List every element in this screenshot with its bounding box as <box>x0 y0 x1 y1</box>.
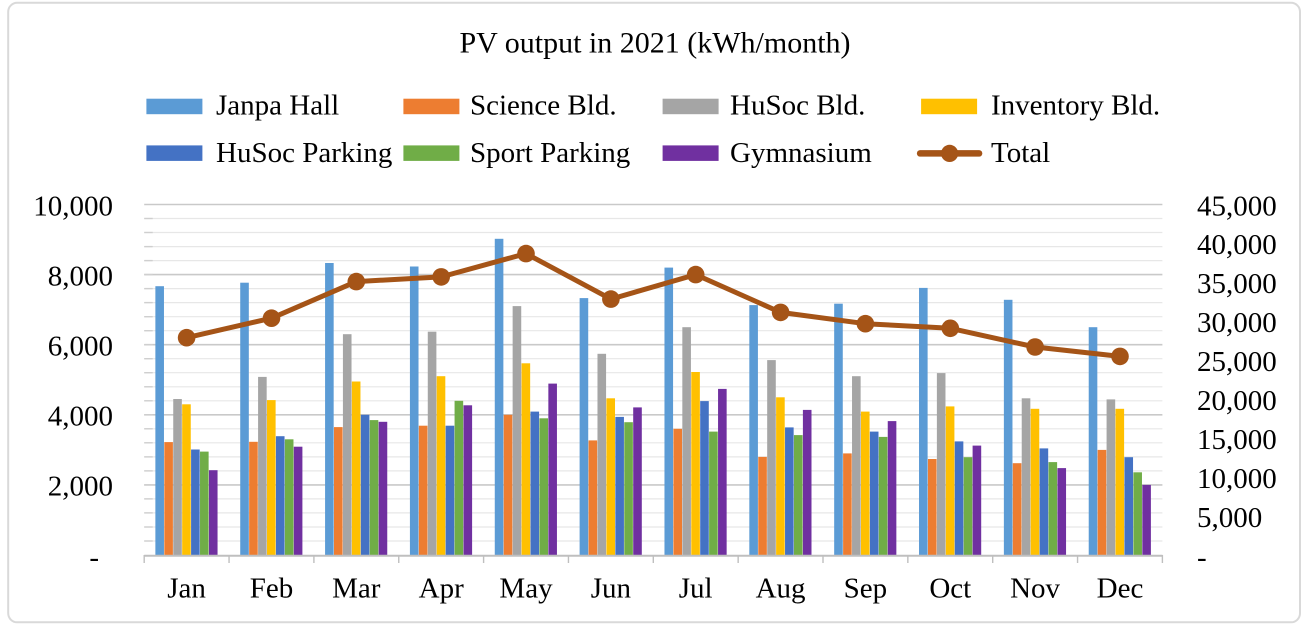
svg-text:8,000: 8,000 <box>48 260 113 292</box>
svg-text:Aug: Aug <box>756 573 806 605</box>
svg-text:25,000: 25,000 <box>1197 346 1277 378</box>
svg-text:Science Bld.: Science Bld. <box>470 89 617 121</box>
svg-text:6,000: 6,000 <box>48 331 113 363</box>
svg-text:Feb: Feb <box>250 573 294 605</box>
svg-text:Jul: Jul <box>679 573 713 605</box>
svg-text:2,000: 2,000 <box>48 471 113 503</box>
svg-text:Janpa Hall: Janpa Hall <box>216 89 339 121</box>
svg-text:Jan: Jan <box>167 573 206 605</box>
svg-text:Sport Parking: Sport Parking <box>470 137 630 169</box>
svg-text:35,000: 35,000 <box>1197 268 1277 300</box>
svg-text:Oct: Oct <box>929 573 971 605</box>
svg-text:HuSoc Parking: HuSoc Parking <box>216 137 392 169</box>
svg-text:10,000: 10,000 <box>1197 463 1277 495</box>
svg-text:20,000: 20,000 <box>1197 385 1277 417</box>
svg-text:45,000: 45,000 <box>1197 190 1277 222</box>
svg-text:-: - <box>89 542 99 574</box>
svg-text:30,000: 30,000 <box>1197 307 1277 339</box>
svg-text:Dec: Dec <box>1097 573 1144 605</box>
svg-text:Sep: Sep <box>844 573 888 605</box>
svg-text:40,000: 40,000 <box>1197 229 1277 261</box>
svg-text:Inventory Bld.: Inventory Bld. <box>991 89 1160 121</box>
svg-text:4,000: 4,000 <box>48 401 113 433</box>
svg-text:Gymnasium: Gymnasium <box>730 137 872 169</box>
svg-text:10,000: 10,000 <box>33 190 113 222</box>
svg-text:15,000: 15,000 <box>1197 424 1277 456</box>
svg-text:Mar: Mar <box>332 573 381 605</box>
svg-text:-: - <box>1197 542 1207 574</box>
svg-text:Total: Total <box>991 137 1050 169</box>
svg-text:5,000: 5,000 <box>1197 502 1262 534</box>
svg-text:Nov: Nov <box>1010 573 1060 605</box>
svg-text:Apr: Apr <box>419 573 464 605</box>
svg-text:May: May <box>499 573 553 605</box>
svg-text:HuSoc Bld.: HuSoc Bld. <box>730 89 865 121</box>
svg-text:Jun: Jun <box>591 573 632 605</box>
svg-text:PV output in 2021 (kWh/month): PV output in 2021 (kWh/month) <box>459 26 850 59</box>
